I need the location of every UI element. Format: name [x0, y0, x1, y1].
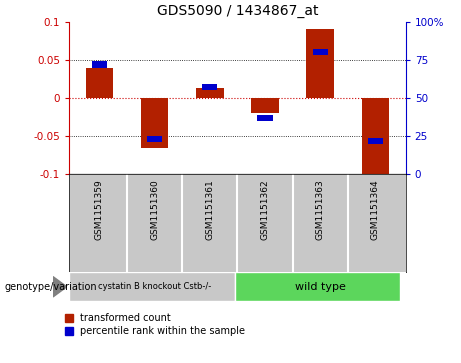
Bar	[202, 84, 218, 90]
Text: GSM1151362: GSM1151362	[260, 179, 270, 240]
Title: GDS5090 / 1434867_at: GDS5090 / 1434867_at	[157, 4, 318, 18]
Text: wild type: wild type	[295, 282, 346, 292]
Bar	[86, 68, 113, 98]
Bar	[69, 272, 235, 301]
Bar	[361, 98, 389, 174]
Bar	[368, 138, 383, 144]
Bar	[235, 272, 400, 301]
Text: GSM1151359: GSM1151359	[95, 179, 104, 240]
Bar	[147, 136, 162, 142]
Bar	[313, 49, 328, 55]
Polygon shape	[53, 277, 67, 297]
Text: genotype/variation: genotype/variation	[5, 282, 97, 292]
Text: GSM1151364: GSM1151364	[371, 179, 380, 240]
Bar	[92, 61, 107, 68]
Legend: transformed count, percentile rank within the sample: transformed count, percentile rank withi…	[65, 313, 245, 337]
Text: GSM1151363: GSM1151363	[316, 179, 325, 240]
Text: cystatin B knockout Cstb-/-: cystatin B knockout Cstb-/-	[98, 282, 211, 291]
Text: GSM1151361: GSM1151361	[205, 179, 214, 240]
Bar	[251, 98, 279, 113]
Bar	[196, 88, 224, 98]
Bar	[307, 29, 334, 98]
Bar	[141, 98, 168, 147]
Bar	[257, 115, 272, 121]
Text: GSM1151360: GSM1151360	[150, 179, 159, 240]
